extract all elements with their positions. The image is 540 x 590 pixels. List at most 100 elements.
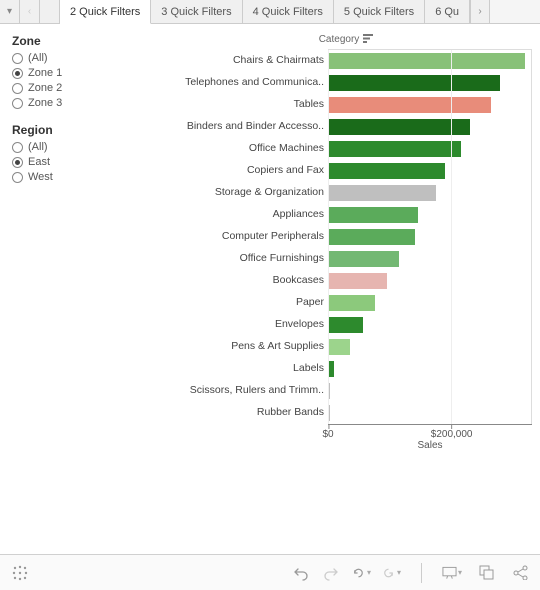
tab-scroll-right[interactable]: › [470,0,490,23]
filter-zone-title: Zone [12,34,148,48]
filter-region: Region (All) East West [12,123,148,183]
category-label: Appliances [160,203,324,225]
category-label: Chairs & Chairmats [160,49,324,71]
category-label: Storage & Organization [160,181,324,203]
radio-label: West [28,171,53,183]
bar[interactable] [329,75,500,91]
tab-0[interactable]: 2 Quick Filters [60,0,151,24]
refresh-button[interactable]: ▾ [381,563,401,583]
bar-row [328,380,531,402]
region-option-0[interactable]: (All) [12,141,148,153]
data-source-icon[interactable] [10,563,30,583]
gridline [451,50,452,424]
bar-row [328,226,531,248]
chart-area: Category Chairs & ChairmatsTelephones an… [160,24,540,529]
filter-sidebar: Zone (All) Zone 1 Zone 2 Zone 3 Region (All… [0,24,160,529]
zone-option-1[interactable]: Zone 1 [12,67,148,79]
radio-label: (All) [28,52,48,64]
region-option-2[interactable]: West [12,171,148,183]
tab-bar: ▾ ‹ 2 Quick Filters3 Quick Filters4 Quic… [0,0,540,24]
gridline [328,50,329,424]
bar-row [328,270,531,292]
filter-region-title: Region [12,123,148,137]
bar[interactable] [329,207,418,223]
bars-container [328,49,532,424]
content-area: Zone (All) Zone 1 Zone 2 Zone 3 Region (All… [0,24,540,529]
radio-label: Zone 3 [28,97,62,109]
bar[interactable] [329,251,399,267]
bar-row [328,138,531,160]
bar[interactable] [329,229,415,245]
category-label: Telephones and Communica.. [160,71,324,93]
bar-row [328,358,531,380]
x-tick-label: $200,000 [431,429,473,440]
bar[interactable] [329,383,330,399]
bar[interactable] [329,185,436,201]
region-option-1[interactable]: East [12,156,148,168]
bar[interactable] [329,405,330,421]
radio-icon [12,172,23,183]
bar-row [328,336,531,358]
bar[interactable] [329,273,387,289]
bar-row [328,50,531,72]
chart-header-label: Category [319,34,360,45]
y-axis-labels: Chairs & ChairmatsTelephones and Communi… [160,49,328,424]
bar-row [328,94,531,116]
category-label: Labels [160,357,324,379]
chart-header: Category [160,34,532,45]
zone-option-0[interactable]: (All) [12,52,148,64]
bar-row [328,248,531,270]
undo-button[interactable] [291,563,311,583]
bar[interactable] [329,97,491,113]
category-label: Scissors, Rulers and Trimm.. [160,379,324,401]
x-tick: $0 [322,425,333,440]
category-label: Bookcases [160,269,324,291]
bar[interactable] [329,119,470,135]
x-axis: $0$200,000 [328,424,532,438]
bar-row [328,292,531,314]
radio-icon [12,142,23,153]
category-label: Paper [160,291,324,313]
zone-option-2[interactable]: Zone 2 [12,82,148,94]
presentation-icon[interactable]: ▾ [442,563,462,583]
bar[interactable] [329,339,350,355]
revert-button[interactable]: ▾ [351,563,371,583]
bar-row [328,402,531,424]
tab-1[interactable]: 3 Quick Filters [151,0,242,23]
tab-3[interactable]: 5 Quick Filters [334,0,425,23]
share-icon[interactable] [510,563,530,583]
bar[interactable] [329,53,525,69]
bar[interactable] [329,361,334,377]
bar-row [328,72,531,94]
bar-row [328,182,531,204]
filter-zone: Zone (All) Zone 1 Zone 2 Zone 3 [12,34,148,109]
sort-icon[interactable] [363,34,373,45]
zone-option-3[interactable]: Zone 3 [12,97,148,109]
radio-icon [12,157,23,168]
undo-redo-group: ▾ ▾ [291,563,401,583]
tab-4[interactable]: 6 Qu [425,0,470,23]
radio-icon [12,98,23,109]
x-axis-title: Sales [328,440,532,451]
category-label: Computer Peripherals [160,225,324,247]
redo-button[interactable] [321,563,341,583]
bottom-toolbar: ▾ ▾ ▾ [0,554,540,590]
duplicate-icon[interactable] [476,563,496,583]
tab-2[interactable]: 4 Quick Filters [243,0,334,23]
bar[interactable] [329,163,445,179]
category-label: Envelopes [160,313,324,335]
tab-menu-dropdown[interactable]: ▾ [0,0,20,23]
bar-row [328,314,531,336]
category-label: Copiers and Fax [160,159,324,181]
bar-row [328,160,531,182]
radio-label: Zone 2 [28,82,62,94]
category-label: Office Machines [160,137,324,159]
bar[interactable] [329,317,363,333]
tab-scroll-left[interactable]: ‹ [20,0,40,23]
bar-row [328,204,531,226]
toolbar-separator [421,563,422,583]
bar[interactable] [329,141,461,157]
bar[interactable] [329,295,375,311]
tab-spacer [40,0,60,23]
radio-icon [12,53,23,64]
